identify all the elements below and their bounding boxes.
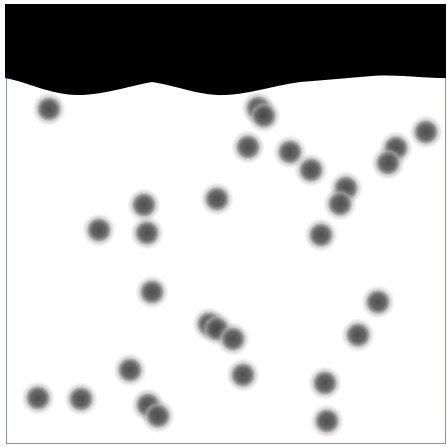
- fluid-surface: [5, 4, 446, 96]
- particle: [249, 101, 279, 131]
- particle: [228, 360, 258, 390]
- particle: [202, 184, 232, 214]
- particle: [115, 355, 145, 385]
- particle: [34, 94, 64, 124]
- particle: [132, 218, 162, 248]
- particle: [84, 215, 114, 245]
- particle: [306, 220, 336, 250]
- particle: [411, 117, 441, 147]
- particle: [363, 287, 393, 317]
- particle: [143, 401, 173, 431]
- particle: [312, 406, 342, 436]
- particle: [137, 277, 167, 307]
- particle-layer: [23, 93, 441, 436]
- particle: [296, 155, 326, 185]
- particle: [343, 320, 373, 350]
- particle: [275, 137, 305, 167]
- particle: [233, 132, 263, 162]
- particle: [129, 190, 159, 220]
- particle: [373, 148, 403, 178]
- particle: [218, 324, 248, 354]
- particle: [66, 384, 96, 414]
- particle: [23, 383, 53, 413]
- particle: [325, 189, 355, 219]
- particle: [310, 368, 340, 398]
